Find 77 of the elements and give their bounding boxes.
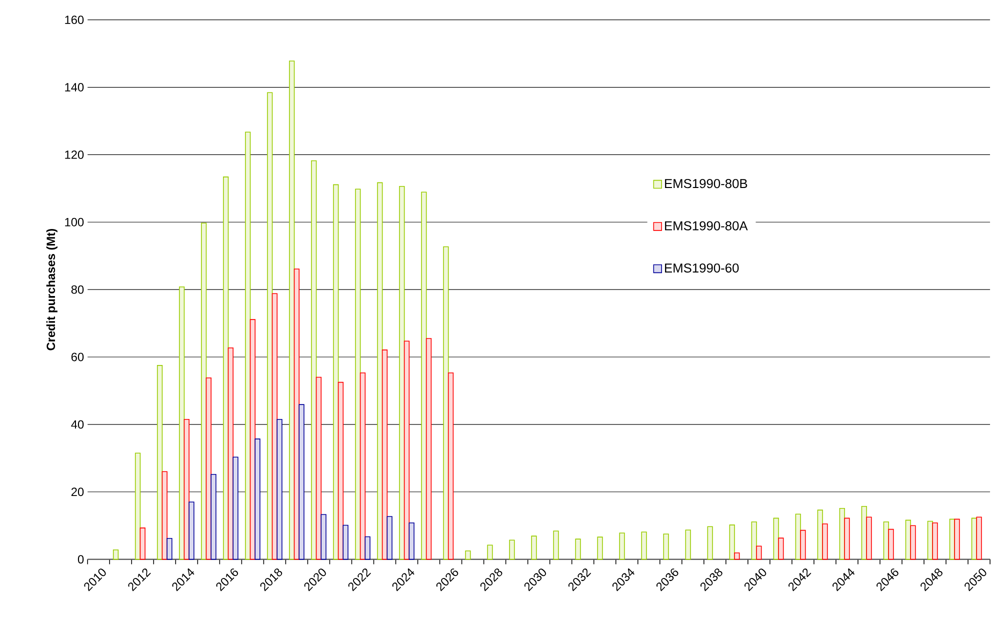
bar [316, 376, 322, 560]
legend-label: EMS1990-80A [665, 221, 748, 230]
bar [866, 516, 872, 560]
bar [553, 530, 559, 560]
bar [201, 222, 207, 560]
bar [386, 516, 392, 560]
bar [254, 438, 260, 560]
y-tick-label: 0 [78, 555, 84, 564]
y-tick-label: 100 [65, 218, 84, 226]
bar [223, 176, 229, 560]
bar [355, 188, 361, 560]
y-tick-label: 120 [65, 150, 84, 159]
y-tick-label: 40 [71, 420, 84, 429]
bar [377, 182, 383, 560]
bar [426, 338, 432, 560]
bar [364, 536, 370, 560]
bar [156, 365, 163, 560]
bar [448, 372, 454, 560]
bar [822, 524, 828, 560]
y-tick-label: 160 [65, 16, 84, 24]
bar [399, 186, 405, 560]
bar [844, 518, 850, 560]
bar [800, 530, 806, 560]
bar [976, 516, 982, 560]
bar [245, 132, 251, 560]
bar [320, 514, 326, 560]
bar [267, 92, 273, 560]
bar [932, 522, 938, 560]
bar [333, 184, 339, 560]
bar [338, 382, 344, 560]
bar [382, 350, 388, 560]
bar [184, 419, 190, 560]
bar [166, 538, 172, 560]
bar [298, 404, 304, 560]
bar [112, 550, 119, 560]
bar [888, 528, 894, 560]
y-tick-label: 140 [65, 83, 84, 92]
bar [311, 160, 317, 560]
bar [619, 532, 625, 560]
bar [421, 192, 427, 560]
y-tick-label: 80 [71, 285, 84, 294]
bar [188, 502, 194, 560]
bar [685, 530, 691, 560]
bar [360, 372, 366, 560]
bar [509, 540, 515, 560]
bar [162, 471, 168, 560]
y-tick-label: 20 [71, 488, 84, 496]
bar [641, 532, 647, 560]
bar [751, 522, 757, 560]
bar [954, 518, 960, 560]
bar [465, 550, 471, 560]
y-axis-title: Credit purchases (Mt) [46, 229, 58, 350]
bar [729, 524, 735, 560]
bar [289, 60, 295, 560]
bar [734, 552, 740, 560]
bar [910, 525, 916, 560]
bar [663, 534, 669, 560]
bar [487, 544, 493, 560]
legend-label: EMS1990-60 [665, 264, 739, 273]
bar [778, 538, 784, 560]
legend-label: EMS1990-80B [665, 179, 748, 188]
y-tick-label: 60 [71, 352, 84, 362]
bar [575, 538, 581, 560]
bar [232, 456, 238, 560]
bar [210, 474, 216, 560]
bar [408, 522, 414, 560]
bar [707, 526, 713, 560]
bar [140, 528, 146, 560]
bar [443, 246, 449, 560]
bar [276, 419, 282, 560]
bar [342, 524, 348, 560]
bar [597, 536, 603, 560]
bar [531, 536, 537, 560]
bar [134, 452, 141, 560]
bar [178, 286, 185, 560]
bar [404, 340, 410, 560]
bar [756, 546, 762, 560]
